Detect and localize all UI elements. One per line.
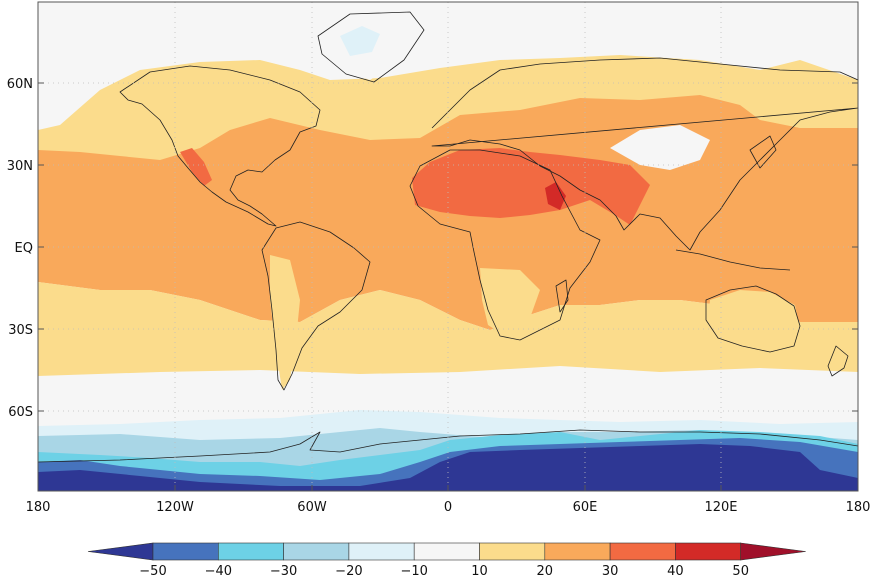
colorbar-label: 10 xyxy=(471,564,488,575)
x-label-180e: 180 xyxy=(846,500,871,515)
x-label-180w: 180 xyxy=(26,500,51,515)
colorbar-label: −50 xyxy=(139,564,166,575)
colorbar-label: −10 xyxy=(400,564,427,575)
x-label-60e: 60E xyxy=(573,500,598,515)
colorbar: −50 −40 −30 −20 −10 10 20 30 40 50 xyxy=(87,542,806,575)
coast-australia xyxy=(705,285,801,353)
x-label-0: 0 xyxy=(444,500,452,515)
x-label-120e: 120E xyxy=(704,500,737,515)
zone-hot-sahara-arabia xyxy=(412,148,650,225)
y-label-eq: EQ xyxy=(15,241,33,256)
colorbar-label: 20 xyxy=(537,564,554,575)
zone-andes-mild xyxy=(270,255,300,390)
coast-antarctica xyxy=(38,429,858,463)
zone-australia-mild xyxy=(708,290,800,348)
colorbar-box xyxy=(218,542,284,561)
y-label-30s: 30S xyxy=(8,323,33,338)
colorbar-box xyxy=(413,542,480,561)
colorbar-box xyxy=(675,542,742,561)
colorbar-arrow-low xyxy=(87,542,154,561)
colorbar-label: 30 xyxy=(602,564,619,575)
zone-hot-mexico xyxy=(180,148,212,186)
x-label-60w: 60W xyxy=(297,500,327,515)
colorbar-box xyxy=(479,542,546,561)
zone-tibet-plateau xyxy=(610,125,710,170)
map-plot-area xyxy=(38,2,858,491)
colorbar-arrow-high xyxy=(740,542,806,561)
colorbar-box xyxy=(609,542,676,561)
coast-new-zealand xyxy=(827,345,849,377)
colorbar-label: 40 xyxy=(667,564,684,575)
coastlines xyxy=(38,11,858,463)
colorbar-label: −30 xyxy=(270,564,297,575)
colorbar-label: 50 xyxy=(732,564,749,575)
coast-africa xyxy=(409,149,601,341)
axis-ticks xyxy=(38,82,858,491)
colorbar-box xyxy=(152,542,219,561)
coast-south-america xyxy=(261,221,371,391)
colorbar-label: −20 xyxy=(335,564,362,575)
y-label-30n: 30N xyxy=(7,159,33,174)
zone-very-hot-redsea xyxy=(545,182,566,210)
colorbar-box xyxy=(544,542,611,561)
y-label-60n: 60N xyxy=(7,77,33,92)
coast-greenland xyxy=(317,11,425,83)
coast-eurasia xyxy=(431,57,858,251)
colorbar-box xyxy=(283,542,350,561)
colorbar-label: −40 xyxy=(205,564,232,575)
zone-greenland-cool xyxy=(340,26,380,56)
coast-japan xyxy=(749,135,777,169)
coast-indonesia xyxy=(675,249,791,271)
y-label-60s: 60S xyxy=(8,405,33,420)
colorbar-box xyxy=(348,542,415,561)
zone-southafrica-mild xyxy=(480,268,540,336)
graticule xyxy=(38,2,858,491)
x-axis-labels: 180 120W 60W 0 60E 120E 180 xyxy=(26,500,871,515)
y-axis-labels: 60N 30N EQ 30S 60S xyxy=(7,77,33,420)
coast-north-america xyxy=(119,65,321,227)
coast-madagascar xyxy=(555,279,569,313)
x-label-120w: 120W xyxy=(156,500,194,515)
